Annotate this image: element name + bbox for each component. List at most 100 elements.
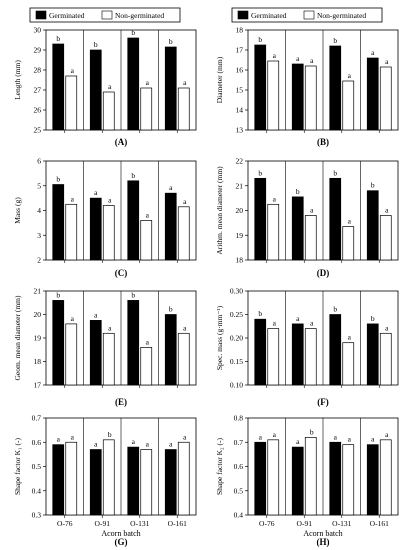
- significance-label: b: [94, 40, 98, 49]
- bar-germinated: [254, 44, 267, 131]
- bar-germinated: [52, 184, 65, 261]
- y-tick-label: 3: [37, 231, 41, 240]
- significance-label: b: [169, 305, 173, 314]
- y-tick-label: 2: [37, 256, 41, 265]
- bar-germinated: [89, 49, 102, 131]
- significance-label: b: [258, 309, 262, 318]
- y-tick-label: 18: [236, 26, 244, 35]
- bar-non-germinated: [304, 437, 317, 516]
- bar-non-germinated: [304, 215, 317, 261]
- significance-label: a: [183, 432, 187, 441]
- bar-non-germinated: [304, 65, 317, 131]
- bar-germinated: [164, 314, 177, 386]
- bar-non-germinated: [342, 226, 355, 261]
- significance-label: b: [310, 427, 314, 436]
- chart-panel-a: 25 26 27 28 29 30 Length (mm) b a b a b a b a (A): [13, 26, 197, 147]
- panel-label-b: (B): [317, 137, 329, 147]
- bar-non-germinated: [304, 328, 317, 386]
- bar-germinated: [366, 323, 379, 386]
- bar-non-germinated: [102, 205, 115, 261]
- y-tick-label: 4: [37, 206, 41, 215]
- panel-label-d: (D): [317, 268, 330, 278]
- bar-germinated: [52, 444, 65, 516]
- significance-label: a: [169, 440, 173, 449]
- bar-non-germinated: [267, 328, 280, 386]
- panel-label-e: (E): [115, 397, 127, 407]
- bar-non-germinated: [379, 332, 392, 386]
- bar-germinated: [291, 323, 304, 386]
- y-tick-label: 28: [34, 66, 42, 75]
- significance-label: a: [169, 183, 173, 192]
- y-axis-label: Diameter (mm): [215, 56, 224, 103]
- y-tick-label: 0.10: [230, 381, 243, 390]
- significance-label: b: [371, 181, 375, 190]
- significance-label: b: [333, 36, 337, 45]
- y-tick-label: 0.15: [230, 357, 243, 366]
- y-tick-label: 0.20: [230, 334, 243, 343]
- significance-label: b: [131, 290, 135, 299]
- significance-label: a: [371, 48, 375, 57]
- x-tick-label: O-161: [370, 519, 389, 528]
- bar-non-germinated: [102, 91, 115, 131]
- legend-swatch-non-germinated-right: [303, 10, 315, 20]
- bar-germinated: [89, 197, 102, 261]
- legend-swatch-germinated: [35, 10, 47, 20]
- significance-label: a: [348, 333, 352, 342]
- panel-label-c: (C): [115, 268, 128, 278]
- y-axis-label: Length (mm): [13, 60, 22, 100]
- bar-non-germinated: [140, 347, 153, 386]
- y-tick-label: 29: [34, 46, 42, 55]
- bar-non-germinated: [177, 206, 190, 261]
- significance-label: a: [183, 323, 187, 332]
- bar-germinated: [366, 444, 379, 516]
- bar-germinated: [52, 300, 65, 386]
- y-tick-label: 22: [236, 157, 244, 166]
- significance-label: a: [108, 196, 112, 205]
- significance-label: a: [385, 430, 389, 439]
- bar-germinated: [89, 320, 102, 386]
- significance-label: a: [348, 217, 352, 226]
- chart-panel-d: 18 19 20 21 22 Arithm. mean diameter (mm) b a b a…: [215, 157, 399, 278]
- bar-germinated: [291, 196, 304, 261]
- significance-label: a: [94, 310, 98, 319]
- panel-label-h: (H): [317, 537, 330, 547]
- bar-germinated: [164, 449, 177, 516]
- bar-germinated: [366, 190, 379, 261]
- significance-label: a: [71, 66, 75, 75]
- legend-label-germinated: Germinated: [49, 11, 85, 20]
- significance-label: a: [94, 188, 98, 197]
- bar-non-germinated: [342, 80, 355, 131]
- y-tick-label: 27: [34, 86, 42, 95]
- bar-non-germinated: [177, 332, 190, 386]
- y-axis-label: Arithm. mean diameter (mm): [215, 166, 224, 255]
- significance-label: a: [296, 437, 300, 446]
- y-tick-label: 25: [34, 126, 42, 135]
- y-tick-label: 0.3: [32, 511, 42, 520]
- y-axis-label: Shape factor K₁ (-): [13, 438, 22, 495]
- y-tick-label: 0.8: [234, 414, 244, 423]
- bar-germinated: [164, 192, 177, 261]
- bar-non-germinated: [65, 203, 78, 261]
- x-tick-label: O-91: [297, 519, 313, 528]
- bar-germinated: [329, 314, 342, 386]
- y-axis-label: Geom. mean diameter (mm): [13, 295, 22, 380]
- significance-label: a: [57, 435, 61, 444]
- y-tick-label: 0.6: [234, 462, 244, 471]
- bar-non-germinated: [177, 441, 190, 516]
- significance-label: a: [183, 197, 187, 206]
- significance-label: a: [71, 194, 75, 203]
- significance-label: b: [131, 171, 135, 180]
- x-tick-label: O-91: [95, 519, 111, 528]
- panel-label-f: (F): [317, 397, 329, 407]
- y-axis-label: Shape factor K₂ (-): [215, 438, 224, 495]
- bar-non-germinated: [267, 203, 280, 261]
- legend-right: Germinated Non-germinated: [231, 7, 383, 23]
- significance-label: b: [371, 314, 375, 323]
- significance-label: b: [258, 35, 262, 44]
- significance-label: b: [169, 37, 173, 46]
- significance-label: a: [310, 319, 314, 328]
- y-tick-label: 0.7: [32, 414, 42, 423]
- bar-germinated: [89, 449, 102, 516]
- significance-label: a: [183, 78, 187, 87]
- significance-label: b: [56, 175, 60, 184]
